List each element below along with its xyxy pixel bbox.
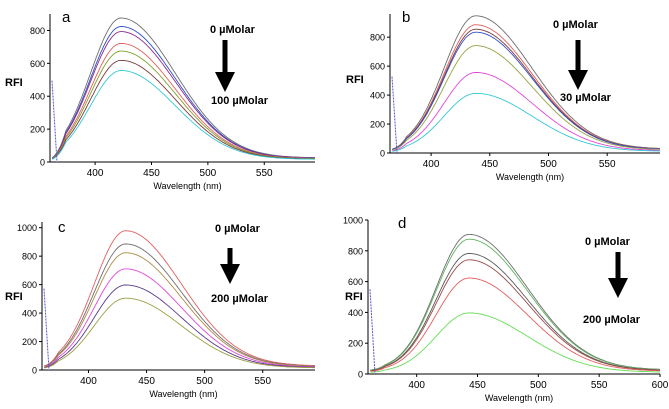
y-tick-label: 0: [358, 370, 363, 380]
y-tick-label: 600: [22, 280, 37, 290]
x-tick-label: 500: [200, 168, 217, 179]
x-tick-label: 400: [87, 168, 104, 179]
y-tick-label: 200: [348, 339, 363, 349]
x-tick-label: 550: [591, 380, 608, 391]
panel-a: 0 200 400 600 800 400 450 500 550 Wavelength (nm)…: [5, 9, 315, 191]
panel-b: 0 200 400 600 800 400 450 500 550 Wavelength (nm)…: [346, 9, 660, 182]
x-tick-label: 400: [408, 380, 425, 391]
x-tick-label: 550: [256, 168, 273, 179]
y-tick-label: 200: [370, 120, 385, 130]
x-tick-label: 550: [254, 376, 271, 387]
excitation-artifact: [391, 76, 398, 154]
series-group: [44, 230, 315, 369]
y-tick-label: 600: [30, 59, 45, 69]
series-group: [370, 233, 660, 373]
x-tick-label: 450: [143, 168, 160, 179]
series-group: [392, 15, 660, 152]
series-line-2: [44, 243, 315, 367]
y-tick-label: 400: [370, 91, 385, 101]
y-tick-label: 800: [370, 33, 385, 43]
y-axis-title: RFI: [5, 77, 23, 89]
y-tick-label: 800: [30, 26, 45, 36]
arrow-top-label: 0 µMolar: [553, 19, 599, 31]
x-tick-label: 400: [423, 159, 440, 170]
series-line-7: [52, 70, 315, 160]
arrow-top-label: 0 µMolar: [215, 223, 261, 235]
y-tick-label: 400: [22, 309, 37, 319]
series-line-2: [370, 238, 660, 371]
y-tick-label: 800: [22, 252, 37, 262]
series-line-6: [392, 72, 660, 152]
x-tick-label: 600: [652, 380, 669, 391]
panel-label: d: [398, 215, 406, 232]
panel-c: 0 200 400 600 800 1000 400 450 500 550 Wavelength …: [5, 219, 315, 399]
x-axis-title: Wavelength (nm): [153, 181, 221, 191]
series-line-6: [52, 59, 315, 160]
y-tick-label: 200: [30, 125, 45, 135]
x-tick-label: 550: [599, 159, 616, 170]
x-tick-label: 450: [469, 380, 486, 391]
x-tick-label: 500: [530, 380, 547, 391]
x-tick-label: 450: [138, 376, 155, 387]
y-axis-title: RFI: [5, 291, 23, 303]
series-line-5: [44, 284, 315, 368]
y-axis-title: RFI: [346, 74, 364, 86]
x-tick-label: 450: [481, 159, 498, 170]
x-tick-label: 500: [196, 376, 213, 387]
series-line-5: [370, 277, 660, 372]
arrow-bottom-label: 200 µMolar: [583, 314, 641, 326]
series-line-1: [44, 230, 315, 367]
y-tick-label: 400: [348, 308, 363, 318]
y-tick-label: 600: [348, 277, 363, 287]
series-line-4: [370, 259, 660, 372]
series-line-4: [392, 31, 660, 150]
series-line-3: [370, 252, 660, 371]
y-axis-title: RFI: [345, 291, 363, 303]
excitation-artifact: [369, 289, 376, 375]
panel-label: c: [58, 219, 66, 236]
excitation-artifact: [43, 288, 50, 371]
panel-label: a: [62, 9, 71, 26]
series-line-4: [52, 42, 315, 159]
series-line-4: [44, 268, 315, 368]
series-line-5: [392, 45, 660, 151]
y-tick-label: 1000: [343, 216, 363, 226]
series-line-1: [51, 17, 315, 159]
y-tick-label: 800: [348, 246, 363, 256]
excitation-artifact: [51, 80, 58, 163]
series-line-7: [392, 92, 660, 152]
y-tick-label: 0: [40, 158, 45, 168]
arrow-bottom-label: 100 µMolar: [211, 95, 269, 107]
series-line-3: [52, 31, 315, 159]
y-tick-label: 1000: [17, 223, 37, 233]
series-line-2: [392, 24, 660, 150]
series-group: [51, 17, 315, 160]
arrow-bottom-label: 200 µMolar: [211, 293, 269, 305]
series-line-1: [392, 15, 660, 150]
x-axis-title: Wavelength (nm): [149, 389, 217, 399]
series-line-3: [392, 28, 660, 150]
panel-label: b: [402, 9, 410, 26]
y-tick-label: 0: [32, 366, 37, 376]
series-line-6: [44, 297, 315, 369]
x-tick-label: 400: [80, 376, 97, 387]
y-tick-label: 200: [22, 337, 37, 347]
arrow-top-label: 0 µMolar: [210, 24, 256, 36]
series-line-6: [370, 312, 660, 373]
x-tick-label: 500: [540, 159, 557, 170]
y-tick-label: 0: [380, 149, 385, 159]
panel-d: 0 200 400 600 800 1000 400 450 500 550 600 Waveleng…: [343, 215, 669, 403]
series-line-2: [51, 26, 315, 159]
x-axis-title: Wavelength (nm): [485, 393, 553, 403]
arrow-top-label: 0 µMolar: [585, 236, 631, 248]
arrow-bottom-label: 30 µMolar: [560, 92, 612, 104]
series-line-3: [44, 252, 315, 368]
x-axis-title: Wavelength (nm): [496, 172, 564, 182]
y-tick-label: 400: [30, 92, 45, 102]
y-tick-label: 600: [370, 62, 385, 72]
series-line-5: [52, 50, 315, 160]
